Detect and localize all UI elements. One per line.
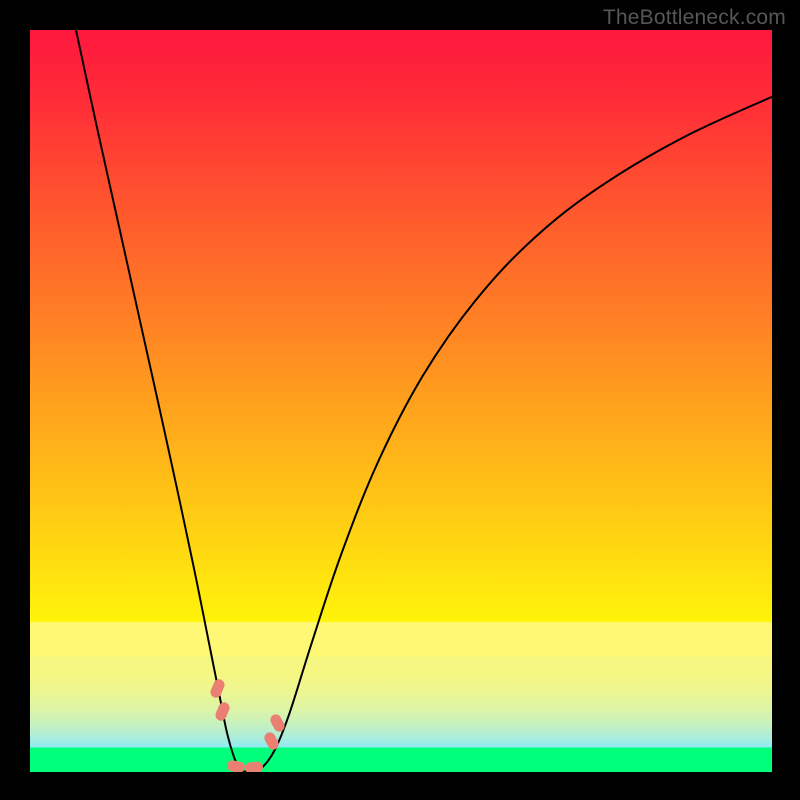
curve-marker xyxy=(213,700,231,722)
curve-marker xyxy=(245,761,264,772)
curve-markers-layer xyxy=(30,30,772,772)
plot-area xyxy=(30,30,772,772)
curve-marker xyxy=(262,730,280,751)
curve-marker xyxy=(226,760,246,772)
plot-frame xyxy=(0,0,800,800)
curve-marker xyxy=(209,678,227,700)
watermark-text: TheBottleneck.com xyxy=(603,6,786,30)
curve-marker xyxy=(269,712,287,733)
